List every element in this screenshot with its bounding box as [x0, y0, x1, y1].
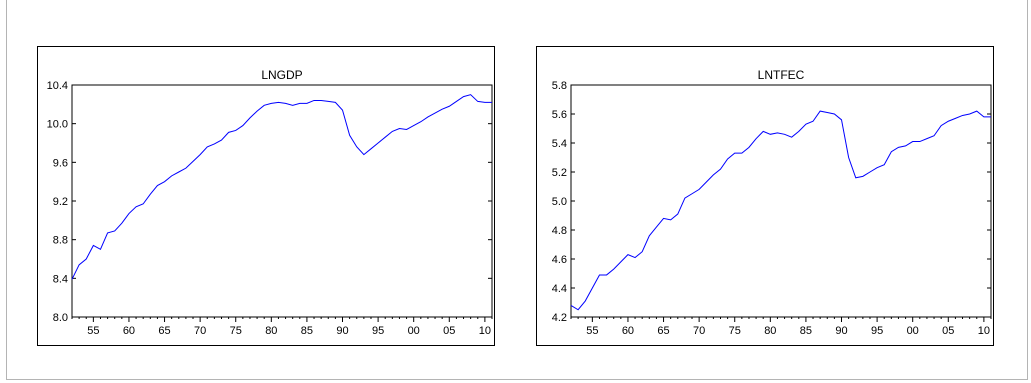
lngdp-ytick-label: 10.0: [47, 119, 68, 131]
lngdp-xtick-label: 95: [372, 325, 384, 337]
lngdp-ytick-label: 8.8: [53, 235, 68, 247]
lntfec-xtick-label: 95: [871, 325, 883, 337]
lntfec-xtick-label: 65: [657, 325, 669, 337]
lngdp-xtick-label: 80: [265, 325, 277, 337]
lngdp-ytick-label: 9.6: [53, 157, 68, 169]
lntfec-xtick-label: 85: [800, 325, 812, 337]
lngdp-xtick-label: 65: [158, 325, 170, 337]
lngdp-xtick-label: 60: [123, 325, 135, 337]
lngdp-chart-panel: LNGDP 8.0 8.4 8.8 9.2 9.6 10.0 10.4 55 60 65 70 75 80…: [37, 46, 495, 346]
lngdp-xtick-label: 00: [408, 325, 420, 337]
lngdp-xtick-label: 85: [301, 325, 313, 337]
lntfec-ytick-label: 4.8: [552, 225, 567, 237]
lngdp-ytick-label: 10.4: [47, 80, 68, 92]
lngdp-xtick-label: 90: [336, 325, 348, 337]
lngdp-ytick-label: 9.2: [53, 196, 68, 208]
lntfec-xtick-label: 80: [764, 325, 776, 337]
lngdp-chart: LNGDP 8.0 8.4 8.8 9.2 9.6 10.0 10.4 55 60 65 70 75 80…: [47, 68, 493, 337]
lngdp-ytick-label: 8.4: [53, 273, 68, 285]
lntfec-ytick-label: 5.8: [552, 80, 567, 92]
lntfec-title: LNTFEC: [758, 68, 805, 82]
lngdp-xtick-label: 10: [479, 325, 491, 337]
lntfec-chart: LNTFEC 4.2 4.4 4.6 4.8 5.0 5.2 5.4 5.6 5.8 55 60 65 7…: [552, 68, 992, 337]
lntfec-ytick-label: 5.2: [552, 167, 567, 179]
lntfec-xtick-label: 70: [693, 325, 705, 337]
lngdp-xtick-label: 05: [443, 325, 455, 337]
lngdp-xtick-label: 55: [87, 325, 99, 337]
lntfec-chart-panel: LNTFEC 4.2 4.4 4.6 4.8 5.0 5.2 5.4 5.6 5.8 55 60 65 7…: [536, 46, 994, 346]
lntfec-series-line: [570, 110, 991, 311]
lntfec-xtick-label: 05: [942, 325, 954, 337]
lntfec-ytick-label: 5.6: [552, 109, 567, 121]
lngdp-series-line: [71, 94, 492, 280]
lntfec-xtick-label: 90: [835, 325, 847, 337]
lntfec-xtick-label: 00: [907, 325, 919, 337]
lntfec-ytick-label: 5.0: [552, 196, 567, 208]
lngdp-xtick-label: 70: [194, 325, 206, 337]
lntfec-ytick-label: 4.2: [552, 312, 567, 324]
lngdp-plot-area: [71, 84, 493, 318]
lntfec-xtick-label: 10: [978, 325, 990, 337]
lngdp-ytick-label: 8.0: [53, 312, 68, 324]
lngdp-title: LNGDP: [261, 68, 302, 82]
lngdp-xtick-label: 75: [230, 325, 242, 337]
lntfec-ytick-label: 4.6: [552, 254, 567, 266]
lntfec-plot-area: [570, 84, 992, 318]
lntfec-ytick-label: 5.4: [552, 138, 567, 150]
lntfec-xtick-label: 60: [622, 325, 634, 337]
lntfec-ytick-label: 4.4: [552, 283, 567, 295]
lntfec-xtick-label: 75: [729, 325, 741, 337]
lntfec-xtick-label: 55: [586, 325, 598, 337]
